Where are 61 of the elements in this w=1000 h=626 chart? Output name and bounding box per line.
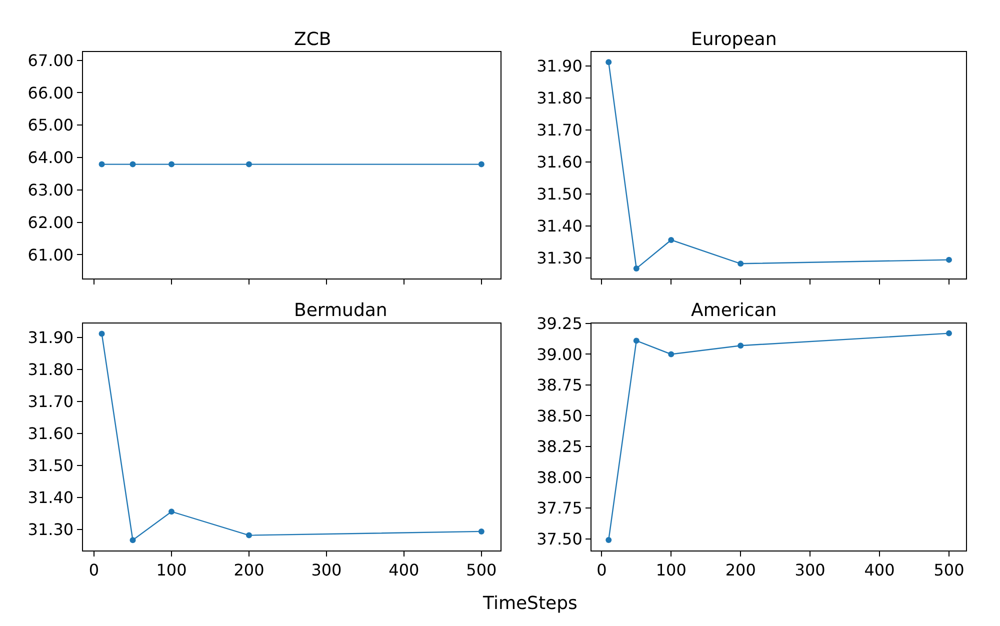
x-tick-label: 500 [934,560,964,580]
y-tick-label: 31.40 [28,488,74,508]
point [946,256,952,263]
y-tick-label: 31.90 [536,56,582,76]
x-tick-label: 200 [234,560,264,580]
y-tick-label: 31.50 [28,456,74,476]
y-tick-label: 31.90 [28,328,74,348]
point [246,532,252,538]
x-tick-label: 0 [596,560,607,580]
y-tick-label: 37.75 [536,498,582,518]
x-tick-label: 400 [388,560,420,580]
chart-title: Bermudan [294,300,388,321]
point [633,265,640,272]
y-tick-label: 31.70 [28,392,74,412]
point [130,537,136,544]
point [168,508,175,515]
point [668,351,674,358]
point [738,342,744,349]
point [606,59,612,66]
y-tick-label: 62.00 [28,212,74,232]
x-tick-label: 200 [725,560,756,580]
y-tick-label: 31.30 [536,248,582,268]
x-tick-label: 100 [156,560,187,580]
point [606,537,612,543]
point [633,338,640,344]
y-tick-label: 38.75 [536,376,582,395]
x-tick-label: 100 [656,560,686,580]
y-tick-label: 31.70 [536,120,582,140]
y-tick-label: 37.50 [536,529,582,548]
x-tick-label: 0 [88,560,100,580]
x-tick-label: 300 [794,560,826,580]
y-tick-label: 65.00 [28,116,74,135]
y-tick-label: 31.60 [28,424,74,444]
y-tick-label: 31.60 [536,152,582,172]
y-tick-label: 31.40 [536,216,582,236]
x-tick-label: 500 [466,560,497,580]
y-tick-label: 39.00 [536,344,582,364]
y-tick-label: 63.00 [28,180,74,200]
chart-title: European [691,29,777,50]
y-tick-label: 31.30 [28,520,74,540]
point [738,260,744,267]
chart-title: ZCB [294,29,332,50]
point [946,330,952,336]
x-axis-title: TimeSteps [482,593,578,614]
y-tick-label: 38.25 [536,437,582,456]
y-tick-label: 31.50 [536,184,582,204]
x-tick-label: 400 [864,560,895,580]
point [98,330,105,337]
y-tick-label: 67.00 [28,50,74,70]
point [668,236,674,243]
y-tick-label: 64.00 [28,148,74,168]
y-tick-label: 31.80 [536,88,582,108]
y-tick-label: 38.00 [536,468,582,487]
x-tick-label: 300 [311,560,342,580]
y-tick-label: 38.50 [536,406,582,426]
y-tick-label: 39.25 [536,314,582,334]
point [478,528,484,534]
y-tick-label: 61.00 [28,245,74,264]
y-tick-label: 66.00 [28,83,74,102]
y-tick-label: 31.80 [28,360,74,380]
chart-title: American [691,300,777,321]
